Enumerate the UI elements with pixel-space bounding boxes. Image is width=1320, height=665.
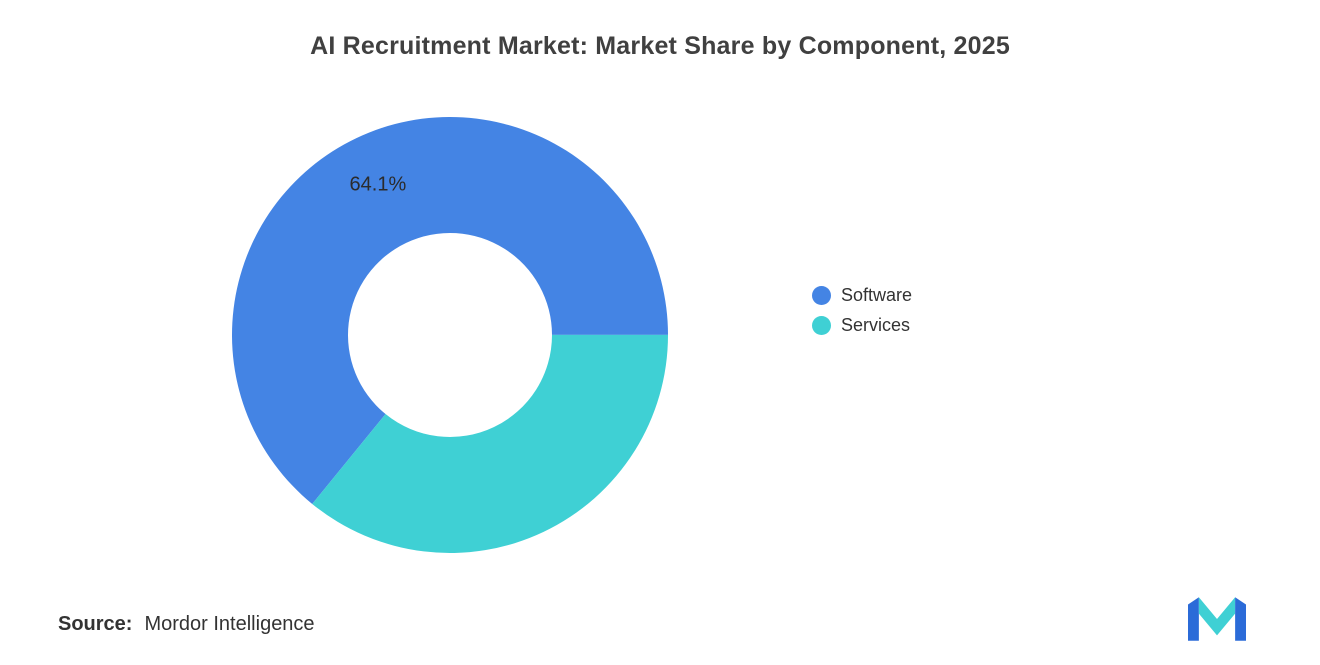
legend: Software Services xyxy=(812,285,912,336)
legend-label-software: Software xyxy=(841,285,913,305)
chart-title: AI Recruitment Market: Market Share by C… xyxy=(310,32,1010,60)
slice-software[interactable] xyxy=(231,116,668,504)
donut-chart: 64.1% xyxy=(231,116,668,553)
slice-label-software: 64.1% xyxy=(350,173,407,195)
legend-item-software[interactable]: Software xyxy=(812,285,912,306)
mordor-intelligence-logo-icon xyxy=(1188,597,1246,641)
source-label: Source: xyxy=(58,613,133,635)
brand-logo xyxy=(1188,597,1246,641)
source-text: Mordor Intelligence xyxy=(144,613,315,635)
legend-label-services: Services xyxy=(841,315,911,335)
source-line: Source: Mordor Intelligence xyxy=(58,613,315,636)
slice-services[interactable] xyxy=(312,334,668,553)
legend-swatch-software xyxy=(812,286,831,305)
legend-swatch-services xyxy=(812,316,831,335)
legend-item-services[interactable]: Services xyxy=(812,315,912,336)
